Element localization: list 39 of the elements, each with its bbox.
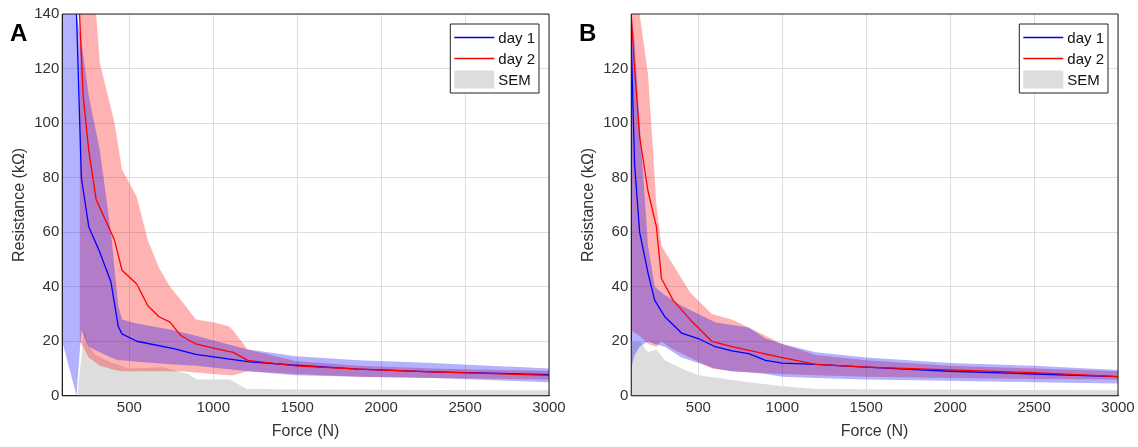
y-tick-label: 120 bbox=[603, 58, 629, 76]
y-tick-label: 60 bbox=[611, 222, 629, 240]
chart-title: B bbox=[579, 18, 597, 46]
x-axis-title: Force (N) bbox=[271, 421, 340, 439]
y-tick-label: 0 bbox=[619, 385, 629, 403]
y-tick-label: 100 bbox=[34, 113, 60, 131]
y-tick-label: 100 bbox=[603, 113, 629, 131]
x-tick-label: 1000 bbox=[196, 397, 230, 415]
y-tick-label: 140 bbox=[34, 4, 60, 22]
x-tick-label: 1500 bbox=[849, 397, 883, 415]
x-tick-label: 3000 bbox=[532, 397, 566, 415]
y-tick-label: 40 bbox=[611, 276, 629, 294]
x-tick-label: 1500 bbox=[280, 397, 314, 415]
x-axis-title: Force (N) bbox=[840, 421, 909, 439]
x-tick-label: 2500 bbox=[448, 397, 482, 415]
x-tick-label: 500 bbox=[685, 397, 711, 415]
x-tick-label: 2000 bbox=[364, 397, 398, 415]
y-tick-label: 60 bbox=[42, 222, 60, 240]
y-tick-label: 120 bbox=[34, 58, 60, 76]
x-tick-label: 2500 bbox=[1017, 397, 1051, 415]
chart-title: A bbox=[10, 18, 28, 46]
x-tick-label: 500 bbox=[116, 397, 142, 415]
y-axis-title: Resistance (kΩ) bbox=[579, 147, 597, 263]
y-tick-label: 80 bbox=[611, 167, 629, 185]
y-tick-label: 20 bbox=[42, 331, 60, 349]
legend-label: day 1 bbox=[1067, 28, 1105, 46]
legend-label: day 1 bbox=[498, 28, 536, 46]
legend-label: day 2 bbox=[1067, 49, 1105, 67]
legend-label: day 2 bbox=[498, 49, 536, 67]
x-tick-label: 1000 bbox=[765, 397, 799, 415]
y-tick-label: 80 bbox=[42, 167, 60, 185]
y-tick-label: 20 bbox=[611, 331, 629, 349]
y-tick-label: 40 bbox=[42, 276, 60, 294]
y-tick-label: 0 bbox=[50, 385, 60, 403]
legend-label: SEM bbox=[498, 70, 531, 88]
x-tick-label: 2000 bbox=[933, 397, 967, 415]
legend-label: SEM bbox=[1067, 70, 1100, 88]
y-axis-title: Resistance (kΩ) bbox=[10, 147, 28, 263]
x-tick-label: 3000 bbox=[1101, 397, 1135, 415]
